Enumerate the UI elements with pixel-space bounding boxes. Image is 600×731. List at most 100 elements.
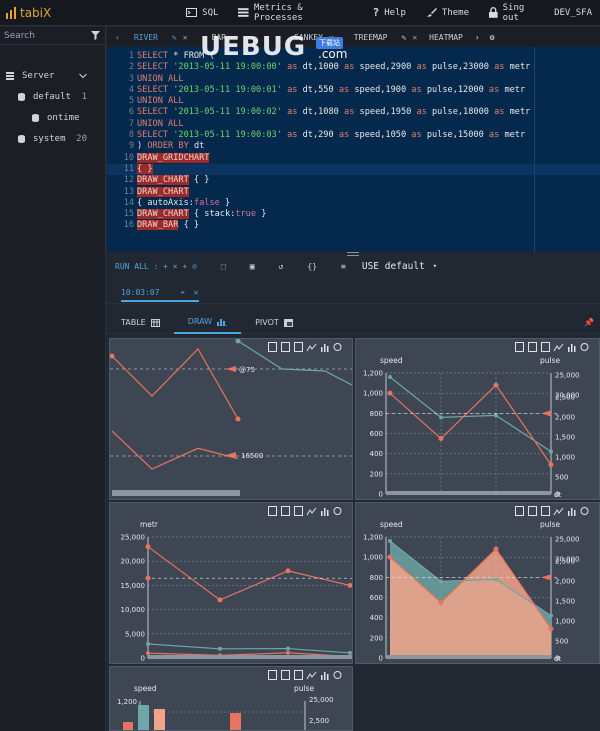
- crop-icon[interactable]: [528, 342, 537, 352]
- bar-chart-icon[interactable]: [321, 344, 329, 352]
- close-icon[interactable]: ✕: [182, 32, 188, 42]
- question-icon: ?: [372, 6, 380, 19]
- sidebar: Server default 1 ontime system 20: [0, 27, 106, 731]
- data-point: [387, 390, 393, 396]
- tree-db-system[interactable]: system 20: [0, 128, 105, 149]
- tab-pivot[interactable]: PIVOT: [241, 312, 307, 334]
- nav-theme[interactable]: Theme: [416, 0, 479, 26]
- tab-river[interactable]: RIVER ✎ ✕: [128, 27, 194, 47]
- tree-db-count: 1: [81, 91, 87, 102]
- code-text: ) ORDER BY dt: [137, 141, 204, 152]
- code-text: DRAW_BAR { }: [137, 220, 199, 231]
- search-input[interactable]: [4, 30, 84, 41]
- refresh-icon[interactable]: [580, 343, 589, 351]
- line-chart-icon[interactable]: [553, 507, 564, 516]
- run-all-button[interactable]: RUN ALL : + × + ⊘: [115, 261, 197, 271]
- tab-heatmap[interactable]: HEATMAP: [423, 27, 469, 47]
- crop-icon[interactable]: [281, 342, 290, 352]
- crop-icon[interactable]: [281, 670, 290, 680]
- bar-chart-icon[interactable]: [568, 508, 576, 516]
- brand[interactable]: tabiX: [0, 6, 104, 20]
- code-line: 9) ORDER BY dt: [107, 141, 600, 152]
- nav-signout[interactable]: Sing out: [479, 0, 554, 26]
- splitter-handle[interactable]: [347, 252, 359, 256]
- refresh-icon[interactable]: [333, 343, 342, 351]
- caret-down-icon: ▾: [432, 262, 437, 270]
- document-icon[interactable]: [541, 342, 550, 352]
- chevron-left-icon[interactable]: ‹: [115, 32, 120, 42]
- database-select[interactable]: USE default ▾: [362, 261, 437, 272]
- code-line: 6 SELECT '2013-05-11 19:00:02' as dt,1080…: [107, 107, 600, 118]
- fullscreen-icon[interactable]: [268, 506, 277, 516]
- format-icon[interactable]: {}: [307, 261, 318, 271]
- bar-chart-icon[interactable]: [321, 672, 329, 680]
- refresh-ring: [333, 671, 342, 679]
- line-chart-icon[interactable]: [306, 343, 317, 352]
- y-tick-label: 20,000: [121, 558, 146, 566]
- code-line: 14{ autoAxis:false }: [107, 198, 600, 209]
- bar-chart-icon[interactable]: [568, 344, 576, 352]
- result-tab[interactable]: 10:03:07 ⌖ ✕: [121, 288, 199, 302]
- list-icon[interactable]: ≡: [341, 261, 346, 271]
- chevron-right-icon[interactable]: ›: [474, 32, 480, 42]
- line-number: 16: [123, 220, 134, 231]
- range-slider[interactable]: [386, 655, 551, 659]
- pin-icon[interactable]: 📌: [584, 318, 594, 327]
- crop-icon[interactable]: [281, 506, 290, 516]
- pencil-icon[interactable]: ✎: [401, 32, 407, 42]
- tab-draw[interactable]: DRAW: [173, 312, 242, 334]
- y2-tick-label: 500: [555, 474, 568, 482]
- refresh-icon[interactable]: [333, 671, 342, 679]
- close-icon[interactable]: ✕: [412, 32, 418, 42]
- nav-signout-label: Sing out: [502, 2, 525, 23]
- refresh-icon[interactable]: [333, 507, 342, 515]
- fullscreen-icon[interactable]: [268, 342, 277, 352]
- tree-db-ontime[interactable]: ontime: [0, 107, 105, 128]
- tab-bar[interactable]: BAR: [206, 27, 232, 47]
- filter-icon[interactable]: [91, 31, 101, 40]
- code-text: UNION ALL: [137, 96, 184, 107]
- fullscreen-icon[interactable]: [515, 342, 524, 352]
- bar-chart-icon[interactable]: [321, 508, 329, 516]
- line-chart-icon[interactable]: [306, 671, 317, 680]
- y2-tick-label: 500: [555, 638, 568, 646]
- pencil-icon[interactable]: ✎: [171, 32, 177, 42]
- refresh-icon[interactable]: [580, 507, 589, 515]
- tree-db-default[interactable]: default 1: [0, 86, 105, 107]
- history-icon[interactable]: ↺: [278, 261, 284, 271]
- line-chart-icon[interactable]: [553, 343, 564, 352]
- pin-off-icon[interactable]: ⌖: [180, 287, 185, 297]
- y-tick-label: 1,000: [363, 554, 383, 562]
- document-icon[interactable]: [294, 506, 303, 516]
- range-slider[interactable]: [386, 491, 551, 495]
- fullscreen-icon[interactable]: [268, 670, 277, 680]
- fullscreen-icon[interactable]: [515, 506, 524, 516]
- user-name[interactable]: DEV_SFA: [554, 7, 592, 18]
- y-tick-label: 1,000: [363, 390, 383, 398]
- code-token: speed,1050: [349, 130, 412, 141]
- code-token: ): [137, 141, 148, 152]
- tab-table[interactable]: TABLE: [107, 312, 174, 334]
- tab-treemap[interactable]: TREEMAP ✎ ✕: [348, 27, 423, 47]
- y-tick-label: 1,200: [363, 370, 383, 378]
- document-icon[interactable]: [294, 342, 303, 352]
- code-token: { }: [178, 220, 200, 231]
- range-slider[interactable]: [148, 655, 352, 659]
- range-slider[interactable]: [112, 490, 240, 496]
- crop-icon[interactable]: [528, 506, 537, 516]
- document-icon[interactable]: [541, 506, 550, 516]
- fullscreen-icon[interactable]: ⬚: [220, 261, 226, 271]
- x-axis-label: dt: [554, 655, 561, 663]
- gear-icon[interactable]: ⚙: [489, 32, 495, 42]
- data-point: [439, 579, 443, 584]
- nav-metrics[interactable]: Metrics & Processes: [228, 0, 362, 26]
- nav-sql[interactable]: SQL: [176, 0, 228, 26]
- document-icon[interactable]: [294, 670, 303, 680]
- nav-help[interactable]: ? Help: [363, 0, 416, 26]
- sql-editor[interactable]: 1 SELECT * FROM (2 SELECT '2013-05-11 19:0…: [107, 47, 600, 252]
- marker-arrow: [226, 366, 236, 372]
- save-icon[interactable]: ▣: [249, 261, 255, 271]
- line-chart-icon[interactable]: [306, 507, 317, 516]
- close-icon[interactable]: ✕: [193, 287, 199, 297]
- tree-server[interactable]: Server: [0, 65, 105, 86]
